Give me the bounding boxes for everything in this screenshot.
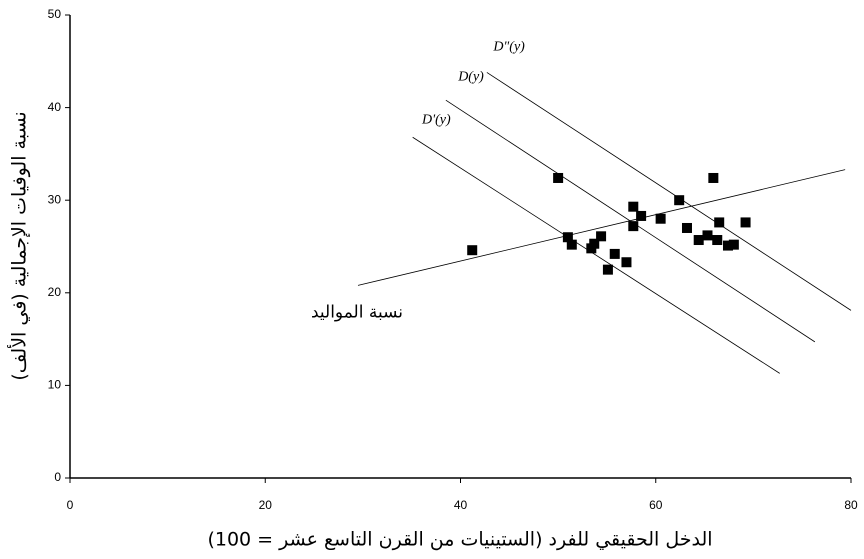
point	[681, 222, 692, 233]
y-tick-label: 30	[48, 192, 62, 206]
point	[609, 248, 620, 259]
line-label: D"(y)	[492, 40, 525, 55]
point	[628, 201, 639, 212]
line	[357, 169, 846, 286]
y-tick-label: 20	[48, 285, 62, 299]
x-tick-label: 20	[259, 498, 273, 512]
point	[467, 245, 478, 256]
y-tick-label: 40	[48, 100, 62, 114]
point	[636, 210, 647, 221]
x-tick-label: 0	[67, 498, 74, 512]
point	[596, 231, 607, 242]
point	[693, 235, 704, 246]
point	[714, 217, 725, 228]
point	[722, 240, 733, 251]
point	[621, 257, 632, 268]
x-axis-title: الدخل الحقيقي للفرد (الستينيات من القرن …	[207, 529, 712, 551]
y-tick-label: 0	[54, 470, 61, 484]
x-tick-label: 80	[844, 498, 858, 512]
line	[445, 99, 816, 343]
point	[589, 238, 600, 249]
line-label: D'(y)	[421, 112, 451, 127]
point	[562, 232, 573, 243]
point	[728, 239, 739, 250]
point	[702, 230, 713, 241]
y-tick-label: 50	[48, 7, 62, 21]
line	[486, 72, 852, 311]
y-axis-title: نسبة الوفيات الإجمالية (في الألف)	[8, 111, 31, 380]
line-label: D(y)	[457, 69, 484, 84]
point	[740, 217, 751, 228]
x-tick-label: 40	[454, 498, 468, 512]
point	[674, 195, 685, 206]
point	[602, 264, 613, 275]
point	[553, 172, 564, 183]
x-tick-label: 60	[649, 498, 663, 512]
point	[628, 221, 639, 232]
y-tick-label: 10	[48, 378, 62, 392]
point	[712, 235, 723, 246]
point	[655, 213, 666, 224]
point	[566, 239, 577, 250]
point	[708, 172, 719, 183]
line-label: نسبة المواليد	[311, 302, 403, 322]
line	[412, 136, 780, 374]
